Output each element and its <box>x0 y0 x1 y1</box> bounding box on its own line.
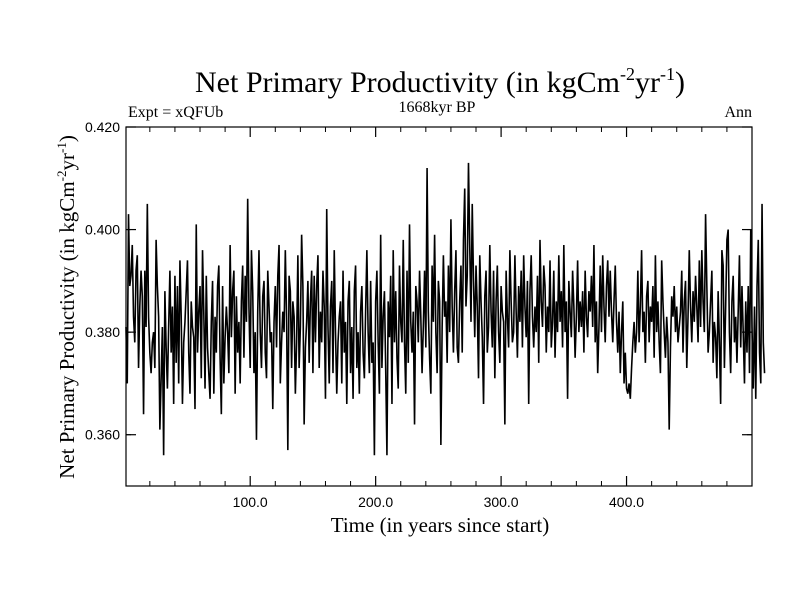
x-tick-label: 300.0 <box>484 494 519 510</box>
axis-ticks: 100.0 200.0 300.0 400.0 0.360 0.380 0.400 0.420 <box>85 119 752 510</box>
x-tick-label: 200.0 <box>358 494 393 510</box>
y-tick-label: 0.380 <box>85 324 120 340</box>
series-line <box>125 162 766 456</box>
x-tick-label: 400.0 <box>609 494 644 510</box>
y-tick-label: 0.360 <box>85 427 120 443</box>
x-axis-title: Time (in years since start) <box>331 513 550 537</box>
plot-frame <box>125 126 753 487</box>
y-axis-title: Net Primary Productivity (in kgCm-2yr-1) <box>54 135 79 479</box>
series-group <box>125 162 766 456</box>
chart-title: Net Primary Productivity (in kgCm-2yr-1) <box>195 64 685 99</box>
experiment-label: Expt = xQFUb <box>128 104 223 121</box>
y-tick-label: 0.420 <box>85 119 120 135</box>
chart-subtitle: 1668kyr BP <box>399 99 476 116</box>
season-label: Ann <box>724 104 752 121</box>
y-tick-label: 0.400 <box>85 222 120 238</box>
x-tick-label: 100.0 <box>233 494 268 510</box>
